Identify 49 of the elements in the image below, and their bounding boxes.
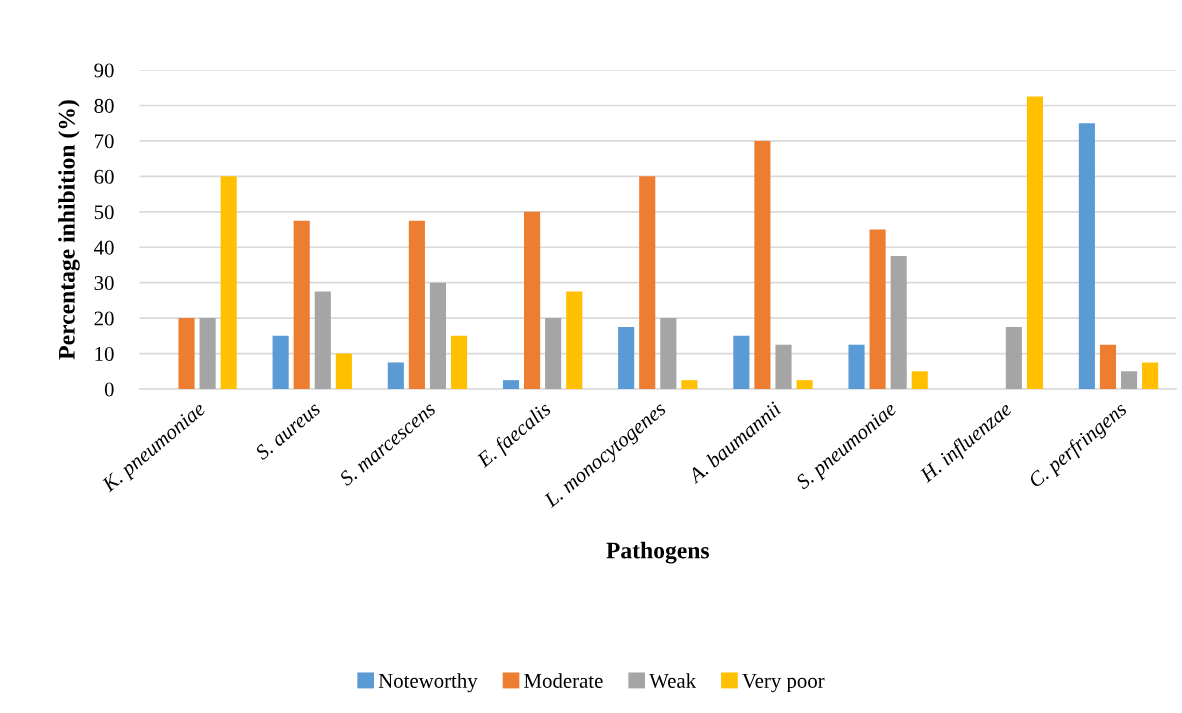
bar	[293, 220, 310, 390]
bar	[220, 176, 237, 390]
bar	[660, 318, 677, 390]
bar	[911, 371, 928, 390]
legend-label: Noteworthy	[378, 673, 478, 693]
x-axis-title: Pathogens	[606, 541, 710, 564]
bar	[429, 282, 447, 390]
bar	[1099, 344, 1117, 390]
y-tick-label: 90	[94, 63, 114, 78]
y-tick-label: 60	[94, 169, 114, 184]
bar	[335, 353, 352, 390]
bar	[314, 291, 331, 390]
y-axis-title: Percentage inhibition (%)	[58, 100, 80, 360]
bar	[681, 380, 698, 390]
y-tick-label: 40	[94, 240, 114, 255]
bar	[566, 291, 583, 390]
bar	[848, 344, 865, 390]
y-tick-label: 80	[94, 98, 114, 113]
y-tick-label: 30	[94, 276, 114, 291]
bar	[1026, 96, 1043, 390]
bar	[1078, 123, 1095, 390]
bar	[775, 344, 792, 390]
bar	[178, 318, 195, 390]
bar	[869, 229, 886, 390]
bar	[733, 335, 750, 390]
bar	[890, 256, 907, 390]
bar	[1005, 326, 1022, 390]
bar	[199, 318, 216, 390]
y-tick-label: 10	[95, 346, 114, 361]
bar	[618, 326, 635, 390]
legend-label: Very poor	[742, 674, 825, 693]
bar	[796, 380, 813, 390]
bar	[408, 220, 425, 390]
y-tick-label: 70	[95, 134, 114, 149]
y-tick-label: 20	[94, 311, 114, 326]
legend-label: Weak	[649, 673, 697, 688]
bar	[754, 140, 771, 390]
bar	[502, 380, 520, 390]
bar	[1120, 371, 1138, 390]
bar	[387, 362, 404, 390]
bar	[272, 335, 289, 390]
legend-label: Moderate	[524, 673, 603, 688]
y-tick-label: 0	[104, 382, 114, 397]
bar	[1142, 362, 1159, 390]
bar	[639, 176, 656, 390]
bar	[524, 211, 541, 390]
bar	[450, 335, 468, 390]
bar	[545, 318, 562, 390]
y-tick-label: 50	[94, 205, 114, 220]
